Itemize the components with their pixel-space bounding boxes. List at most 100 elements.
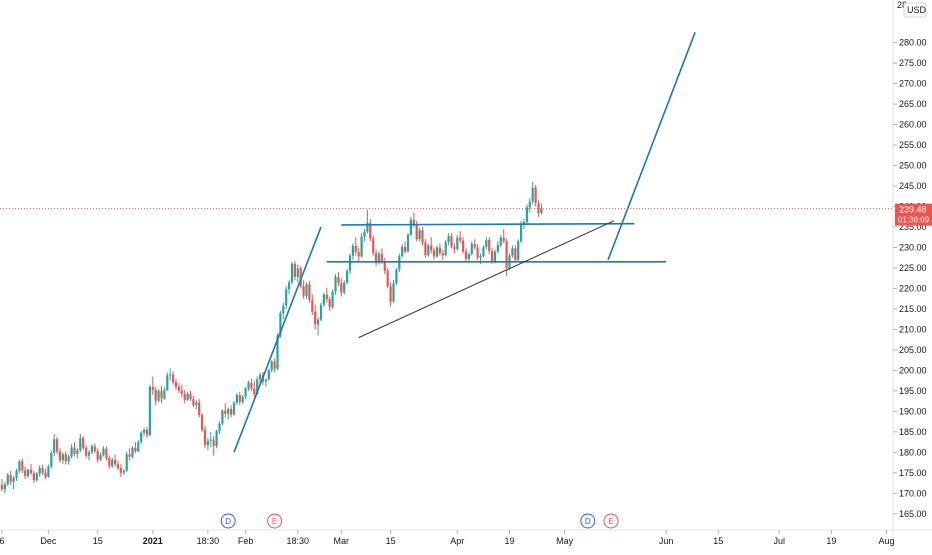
price-tick: 175.00 — [893, 468, 927, 478]
candle-body — [6, 474, 9, 485]
currency-badge[interactable] — [903, 2, 927, 18]
candle-body — [157, 390, 160, 401]
time-tick-label: 15 — [386, 536, 396, 546]
time-tick: 15 — [386, 530, 396, 546]
candle — [108, 455, 111, 469]
earnings-event-marker[interactable]: E — [603, 513, 619, 529]
price-tick-label: 230.00 — [899, 242, 927, 252]
candle — [357, 247, 360, 262]
candle-body — [21, 461, 24, 471]
price-tick: 195.00 — [893, 386, 927, 396]
candle-body — [482, 247, 485, 257]
candle-body — [531, 187, 534, 202]
candle-body — [76, 450, 79, 454]
last-price-countdown: 01:36:09 — [898, 216, 930, 225]
drawings-layer[interactable] — [233, 32, 696, 453]
candle — [114, 454, 117, 467]
dividend-event-marker[interactable]: D — [220, 513, 236, 529]
candle-body — [346, 270, 349, 283]
last-price-value: 239.48 — [899, 205, 927, 215]
candle — [430, 237, 433, 254]
candle-body — [203, 429, 207, 445]
candle-body — [290, 263, 294, 283]
candle-body — [450, 235, 453, 247]
candle-body — [186, 393, 189, 400]
time-tick: 6 — [0, 530, 5, 546]
candle — [50, 450, 53, 469]
drawing-upper-resistance[interactable] — [341, 222, 635, 226]
candle — [285, 286, 288, 309]
time-tick-label: 15 — [93, 536, 103, 546]
candle — [201, 413, 204, 432]
candle — [169, 368, 172, 381]
candle — [64, 451, 67, 465]
candle — [87, 450, 91, 461]
candle-body — [174, 382, 178, 387]
drawing-impulse-1[interactable] — [233, 226, 322, 453]
candle — [467, 252, 470, 262]
candle — [433, 247, 436, 260]
drawing-ascending-trendline[interactable] — [358, 220, 615, 339]
candle — [134, 442, 137, 454]
candle — [174, 378, 178, 391]
candle-body — [537, 203, 540, 214]
candle-body — [288, 282, 291, 290]
time-tick-label: Apr — [450, 536, 464, 546]
time-tick-label: Jun — [659, 536, 674, 546]
candle — [360, 233, 363, 258]
candle-body — [163, 390, 166, 399]
candle-body — [134, 447, 137, 452]
candle — [166, 372, 169, 391]
candle-body — [227, 408, 230, 414]
candle-body — [32, 473, 35, 481]
time-tick-label: May — [556, 536, 574, 546]
candle-body — [331, 291, 334, 308]
candle — [70, 444, 73, 459]
candle-body — [375, 253, 378, 264]
candle — [131, 446, 134, 459]
candle-body — [247, 382, 250, 389]
candle-body — [108, 458, 111, 467]
candle — [343, 280, 346, 295]
candle-body — [459, 237, 462, 241]
candle — [145, 426, 149, 438]
candle-body — [102, 448, 105, 455]
candle-body — [493, 251, 497, 261]
candle-body — [93, 446, 96, 452]
candle-body — [322, 294, 325, 305]
event-label: E — [272, 517, 277, 526]
earnings-event-marker[interactable]: E — [267, 513, 283, 529]
candle-body — [398, 256, 401, 270]
event-label: E — [608, 517, 613, 526]
candle — [102, 446, 105, 457]
candle-body — [433, 250, 436, 257]
candle-body — [401, 246, 404, 257]
candle — [317, 317, 320, 336]
candle-body — [154, 390, 157, 401]
time-tick: Jun — [659, 530, 674, 546]
candle — [27, 468, 30, 478]
candle-body — [114, 459, 117, 465]
candle — [456, 235, 459, 251]
candle — [311, 294, 314, 316]
candle-body — [293, 263, 296, 277]
price-tick: 260.00 — [893, 120, 927, 130]
time-axis[interactable]: 6 Dec 15 2021 18:30 Feb 18:30 Mar 15 Apr 19 May Jun 1… — [0, 530, 895, 546]
candle-body — [340, 283, 343, 293]
price-tick: 180.00 — [893, 447, 927, 457]
candle-body — [212, 439, 215, 447]
dividend-event-marker[interactable]: D — [580, 513, 596, 529]
candle-body — [3, 484, 6, 490]
price-tick-label: 170.00 — [899, 488, 927, 498]
candle-body — [166, 375, 169, 391]
drawing-projection[interactable] — [607, 32, 696, 261]
candle — [180, 384, 183, 398]
candle-body — [395, 269, 398, 284]
candle — [244, 386, 247, 400]
price-tick-label: 215.00 — [899, 304, 927, 314]
candle-body — [377, 253, 381, 264]
candle — [470, 241, 473, 256]
time-tick: 2021 — [143, 530, 163, 546]
